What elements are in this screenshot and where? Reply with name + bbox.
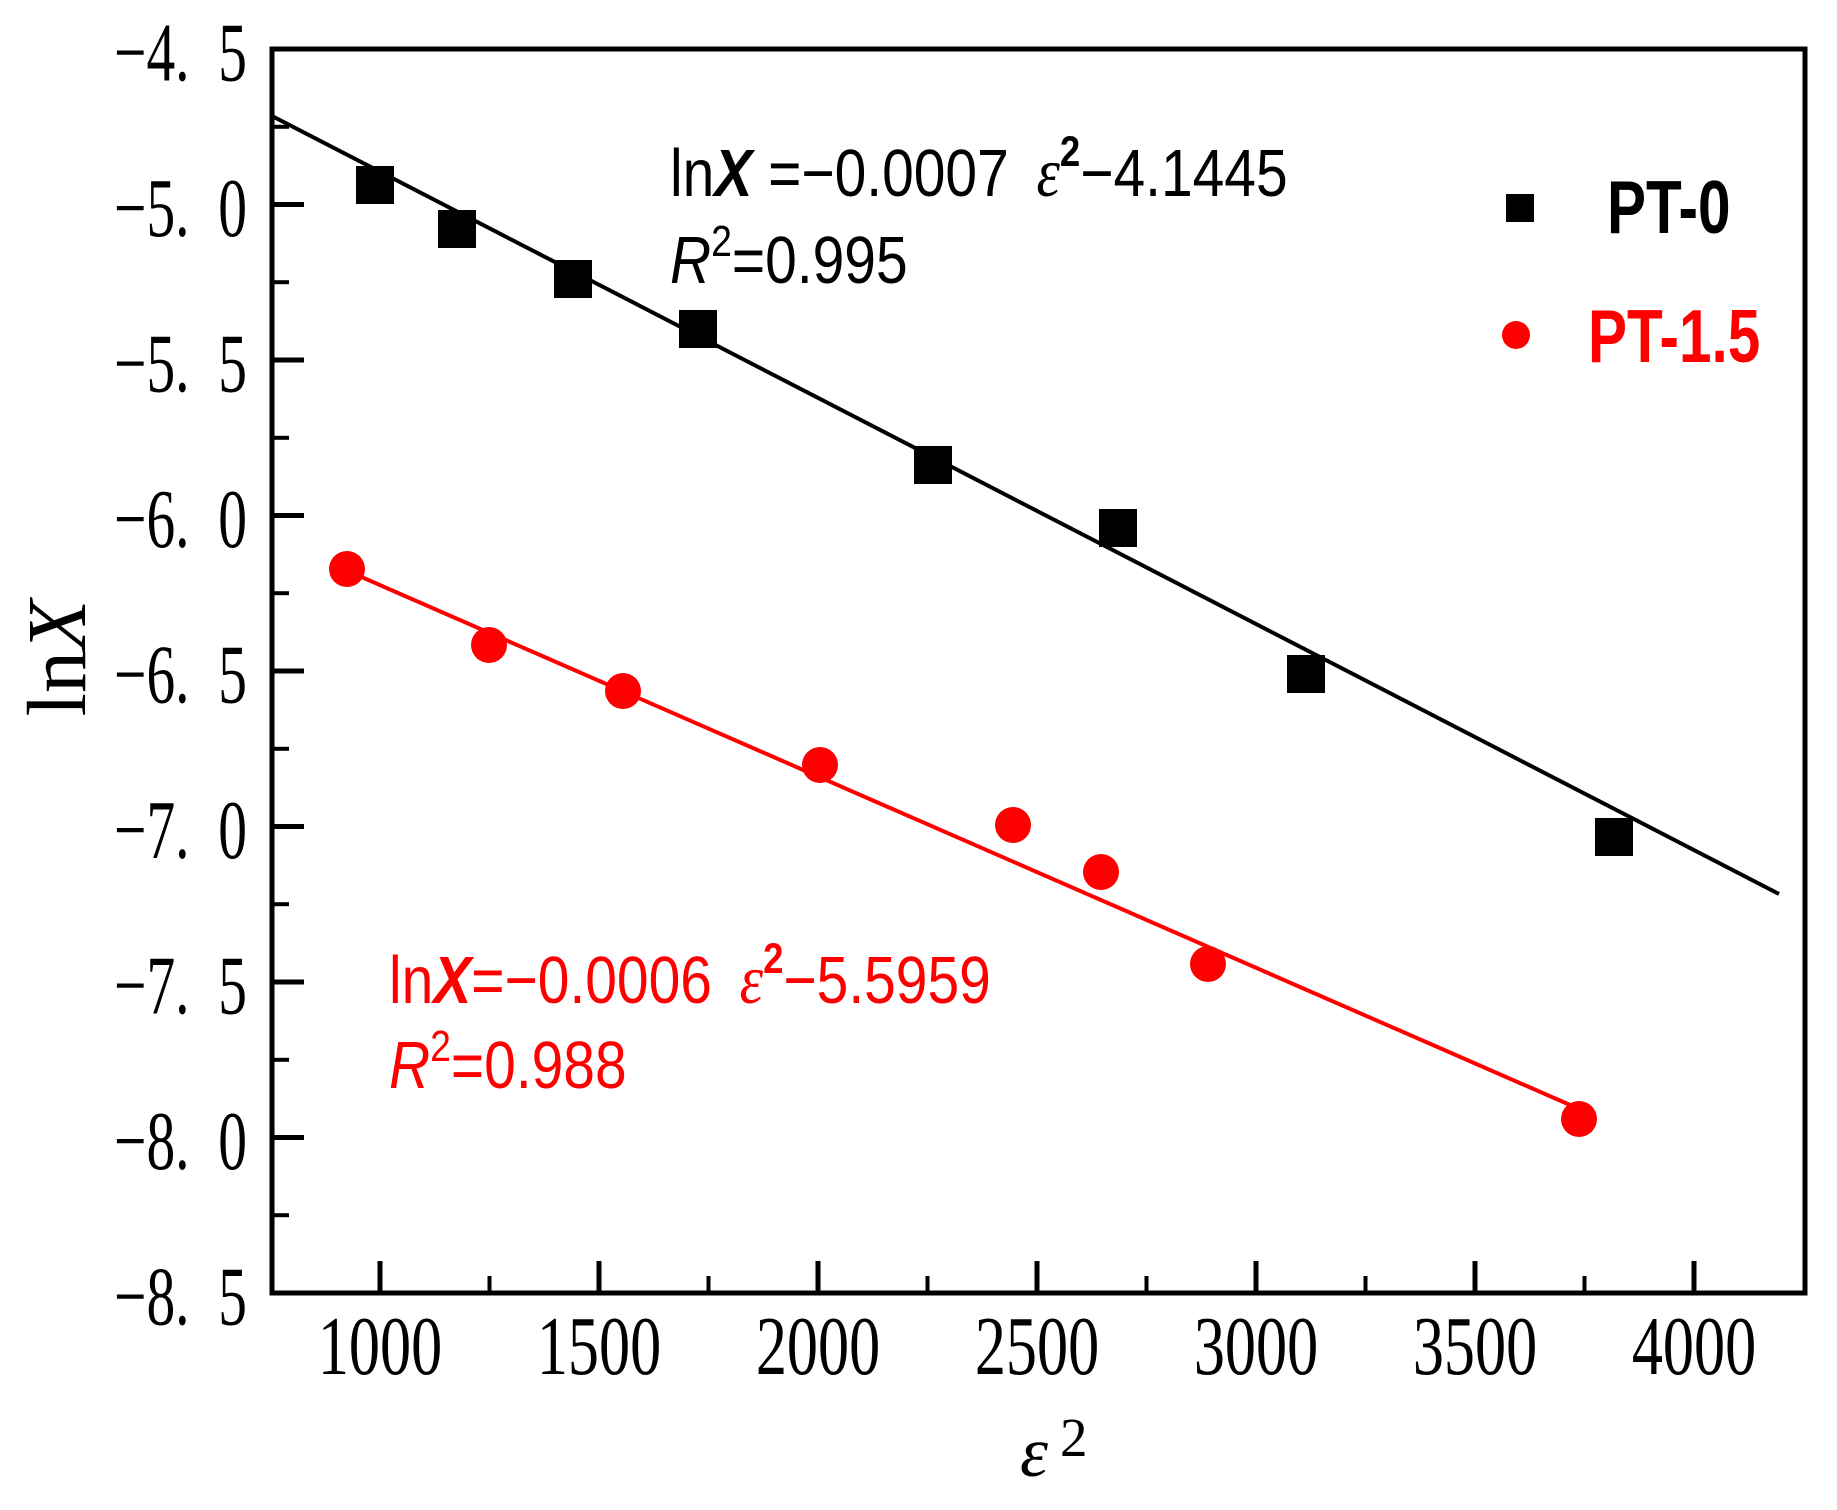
- svg-text:lnX: lnX: [11, 596, 104, 716]
- svg-text:2000: 2000: [756, 1299, 880, 1392]
- svg-text:3000: 3000: [1194, 1299, 1318, 1392]
- svg-text:−5. 0: −5. 0: [114, 161, 247, 254]
- svg-text:−8. 0: −8. 0: [114, 1094, 247, 1187]
- svg-text:PT-1.5: PT-1.5: [1588, 295, 1760, 379]
- svg-text:−7. 5: −7. 5: [114, 939, 247, 1032]
- svg-text:−4. 5: −4. 5: [114, 6, 247, 99]
- svg-text:ε: ε: [1020, 1414, 1048, 1492]
- svg-text:R2=0.988: R2=0.988: [389, 1021, 627, 1103]
- svg-text:2: 2: [1060, 1407, 1088, 1468]
- svg-text:−6. 0: −6. 0: [114, 472, 247, 565]
- svg-text:−5. 5: −5. 5: [114, 317, 247, 410]
- svg-text:lnX=−0.0006 ε2−5.5959: lnX=−0.0006 ε2−5.5959: [389, 935, 991, 1019]
- svg-text:4000: 4000: [1632, 1299, 1756, 1392]
- svg-text:lnX =−0.0007 ε2−4.1445: lnX =−0.0007 ε2−4.1445: [670, 128, 1288, 212]
- svg-text:2500: 2500: [975, 1299, 1099, 1392]
- svg-text:−7. 0: −7. 0: [114, 783, 247, 876]
- svg-text:R2=0.995: R2=0.995: [670, 216, 908, 298]
- svg-text:3500: 3500: [1413, 1299, 1537, 1392]
- svg-text:−6. 5: −6. 5: [114, 628, 247, 721]
- svg-text:PT-0: PT-0: [1607, 166, 1731, 250]
- svg-text:1500: 1500: [537, 1299, 661, 1392]
- svg-text:−8. 5: −8. 5: [114, 1250, 247, 1343]
- svg-text:1000: 1000: [318, 1299, 442, 1392]
